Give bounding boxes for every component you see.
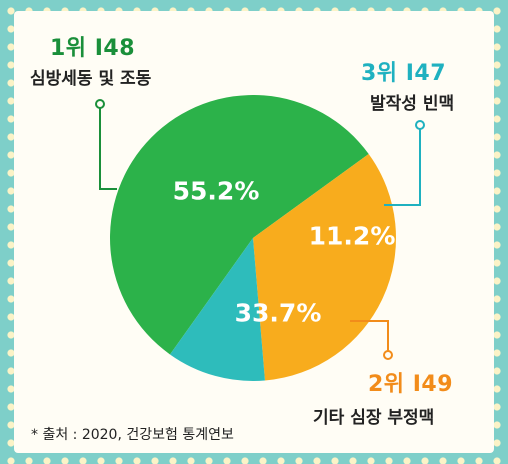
leader-dot-1 <box>95 99 105 109</box>
pie-slice-1 <box>110 95 369 355</box>
slice-label-2: 33.7% <box>234 298 322 328</box>
leader-dot-2 <box>415 120 425 130</box>
rank-label-1: 1위 I48 <box>50 36 136 61</box>
source-note: * 출처 : 2020, 건강보험 통계연보 <box>31 427 234 443</box>
slice-label-3: 11.2% <box>308 221 396 251</box>
category-label-2: 기타 심장 부정맥 <box>313 408 435 428</box>
slice-label-1: 55.2% <box>172 176 260 206</box>
category-label-3: 발작성 빈맥 <box>370 94 455 114</box>
rank-label-3: 3위 I47 <box>361 61 447 86</box>
leader-dot-3 <box>383 350 393 360</box>
leader-line-3 <box>350 320 389 355</box>
leader-line-1 <box>99 104 117 190</box>
rank-label-2: 2위 I49 <box>368 372 454 397</box>
pie-slice-2 <box>253 153 396 381</box>
leader-line-2 <box>384 125 421 206</box>
category-label-1: 심방세동 및 조동 <box>30 69 152 89</box>
pie-slice-3 <box>170 238 265 382</box>
